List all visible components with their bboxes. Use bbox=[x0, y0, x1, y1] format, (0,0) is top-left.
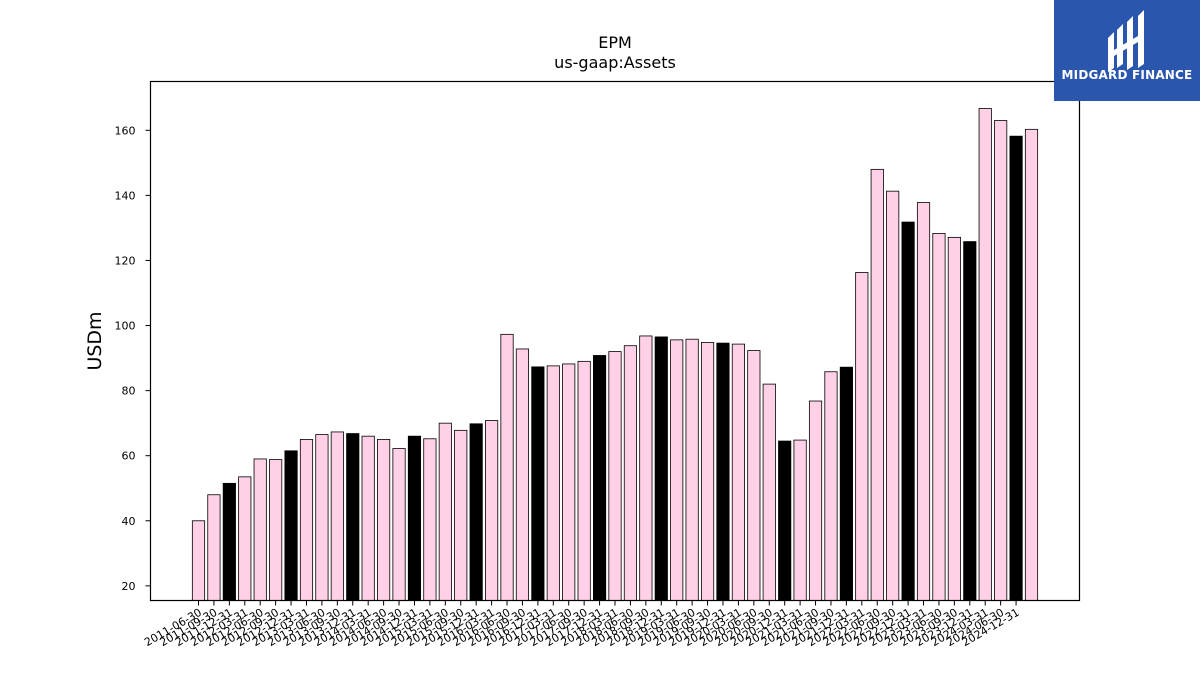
bar bbox=[685, 338, 699, 601]
bar bbox=[700, 342, 715, 601]
bar bbox=[608, 351, 622, 601]
bar bbox=[269, 459, 283, 601]
bar bbox=[932, 233, 946, 601]
y-tick-label: 160 bbox=[115, 124, 136, 137]
bar bbox=[361, 435, 375, 601]
chart-title: EPM bbox=[598, 33, 632, 52]
bar bbox=[762, 383, 776, 601]
bar bbox=[207, 494, 221, 601]
y-tick-label: 40 bbox=[122, 515, 136, 528]
midgard-logo-icon bbox=[1108, 10, 1144, 72]
bar bbox=[870, 168, 884, 601]
bar bbox=[824, 371, 838, 601]
y-tick-label: 100 bbox=[115, 320, 136, 333]
logo: MIDGARD FINANCE bbox=[1054, 0, 1200, 101]
y-tick-label: 60 bbox=[122, 450, 136, 463]
bar bbox=[947, 236, 961, 601]
bar bbox=[593, 355, 607, 601]
bars-group bbox=[191, 108, 1039, 601]
bar bbox=[454, 429, 468, 601]
bar bbox=[886, 190, 900, 601]
logo-text: MIDGARD FINANCE bbox=[1061, 68, 1193, 82]
bar bbox=[531, 366, 545, 601]
bar bbox=[407, 435, 422, 601]
bar bbox=[315, 434, 329, 601]
bar bbox=[577, 360, 591, 601]
y-axis-ticks: 20 40 60 80 100 120 140 160 bbox=[115, 124, 151, 593]
bar bbox=[963, 241, 977, 601]
bar bbox=[284, 450, 298, 601]
y-tick-label: 140 bbox=[115, 189, 136, 202]
bar bbox=[808, 400, 823, 601]
bar bbox=[469, 423, 483, 601]
plot-frame bbox=[149, 80, 1081, 602]
bar bbox=[1009, 135, 1023, 601]
bar bbox=[377, 439, 391, 601]
bar bbox=[562, 363, 576, 601]
bar bbox=[330, 431, 344, 601]
bar bbox=[839, 366, 853, 601]
bar bbox=[747, 350, 761, 601]
bar bbox=[515, 348, 530, 601]
bar bbox=[485, 420, 499, 601]
bar bbox=[978, 108, 992, 601]
bar bbox=[716, 342, 730, 601]
bar bbox=[546, 365, 560, 601]
bar bbox=[392, 448, 406, 601]
bar bbox=[901, 221, 915, 601]
bar bbox=[299, 439, 314, 601]
bar bbox=[793, 439, 807, 601]
bar bbox=[855, 272, 869, 601]
bar bbox=[670, 339, 684, 601]
bar bbox=[423, 438, 437, 601]
bar bbox=[222, 482, 236, 601]
bar bbox=[500, 333, 514, 601]
bar bbox=[994, 120, 1008, 601]
bar bbox=[639, 335, 653, 601]
bar bbox=[1024, 128, 1039, 601]
bar bbox=[238, 476, 252, 601]
y-axis-label: USDm bbox=[84, 311, 106, 370]
chart-subtitle: us-gaap:Assets bbox=[554, 53, 676, 72]
x-axis-ticks: 2011-06-302011-09-302011-12-312012-03-31… bbox=[142, 600, 1022, 649]
bar bbox=[191, 520, 206, 601]
bar bbox=[654, 336, 668, 601]
bar bbox=[346, 433, 360, 601]
bar bbox=[438, 422, 452, 601]
y-tick-label: 120 bbox=[115, 254, 136, 267]
bar bbox=[623, 345, 638, 601]
bar bbox=[916, 202, 931, 601]
y-tick-label: 20 bbox=[122, 580, 136, 593]
bar bbox=[778, 440, 792, 601]
bar bbox=[731, 343, 745, 601]
y-tick-label: 80 bbox=[122, 385, 136, 398]
bar bbox=[253, 458, 267, 601]
